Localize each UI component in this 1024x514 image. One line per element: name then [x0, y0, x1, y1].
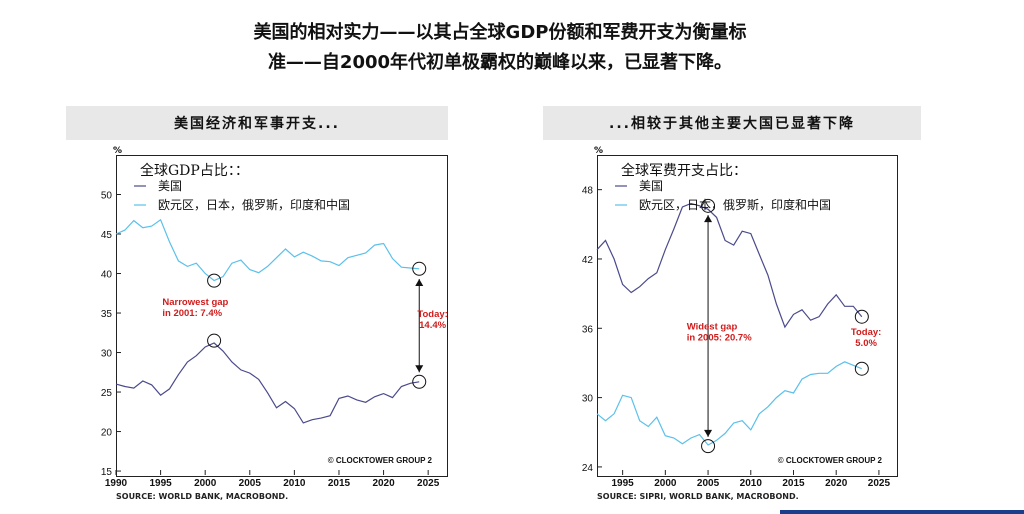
page-title: 美国的相对实力——以其占全球GDP份额和军费开支为衡量标 准——自2000年代初… — [0, 18, 1000, 78]
series-line-us — [596, 202, 863, 329]
widest-gap-annotation: Widest gap in 2005: 20.7% — [687, 321, 753, 343]
y-tick-label: 48 — [582, 186, 594, 197]
x-tick-label: 2005 — [697, 478, 720, 489]
title-line-2: 准——自2000年代初单极霸权的巅峰以来，已显著下降。 — [267, 52, 733, 73]
narrowest-gap-annotation: Narrowest gap in 2001: 7.4% — [162, 297, 228, 319]
y-tick-label: 42 — [582, 255, 594, 266]
y-tick-label: 24 — [582, 463, 594, 474]
highlight-circle — [854, 309, 869, 324]
highlight-circle — [207, 333, 222, 348]
today-gap-arrow-head-up — [415, 279, 424, 287]
series-line-us — [115, 342, 420, 424]
legend-label: 美国 — [639, 179, 663, 193]
chart-title: 全球军费开支占比： — [621, 162, 747, 179]
x-tick-label: 2025 — [868, 478, 891, 489]
x-tick-label: 1990 — [105, 478, 128, 489]
x-tick-label: 2015 — [782, 478, 805, 489]
left-panel-header: 美国经济和军事开支... — [66, 106, 448, 140]
right-unit-label: % — [594, 146, 604, 156]
widest-gap-arrow-head-up — [704, 215, 713, 223]
series-line-others — [596, 361, 863, 446]
highlight-circle — [854, 361, 869, 376]
y-tick-label: 20 — [101, 428, 113, 439]
x-tick-label: 1995 — [612, 478, 635, 489]
widest-gap-arrow-head-down — [704, 429, 713, 437]
legend-label: 欧元区，日本，俄罗斯，印度和中国 — [639, 197, 831, 212]
series-line-others — [115, 218, 420, 282]
highlight-circle — [701, 439, 716, 454]
left-unit-label: % — [113, 146, 123, 156]
footer-accent-bar — [780, 510, 1024, 514]
x-tick-label: 2020 — [372, 478, 395, 489]
legend-label: 欧元区，日本，俄罗斯，印度和中国 — [158, 197, 350, 212]
highlight-circle — [701, 198, 716, 213]
legend-label: 美国 — [158, 179, 182, 193]
today-gap-arrow-head-down — [415, 365, 424, 373]
highlight-circle — [412, 261, 427, 276]
x-tick-label: 2015 — [328, 478, 351, 489]
today-gap-annotation: Today: 5.0% — [851, 327, 881, 349]
highlight-circle — [207, 273, 222, 288]
y-tick-label: 30 — [101, 349, 113, 360]
y-tick-label: 15 — [101, 467, 113, 478]
x-tick-label: 2000 — [194, 478, 217, 489]
title-line-1: 美国的相对实力——以其占全球GDP份额和军费开支为衡量标 — [253, 22, 747, 43]
right-chart-frame — [597, 155, 898, 477]
y-tick-label: 40 — [101, 270, 113, 281]
x-tick-label: 2005 — [239, 478, 262, 489]
right-source: SOURCE: SIPRI, WORLD BANK, MACROBOND. — [597, 492, 799, 501]
y-tick-label: 45 — [101, 230, 113, 241]
copyright-label: © CLOCKTOWER GROUP 2 — [328, 456, 433, 465]
x-tick-label: 2025 — [417, 478, 440, 489]
right-panel-header: ...相较于其他主要大国已显著下降 — [543, 106, 921, 140]
y-tick-label: 30 — [582, 394, 594, 405]
y-tick-label: 35 — [101, 309, 113, 320]
x-tick-label: 1995 — [149, 478, 172, 489]
y-tick-label: 36 — [582, 324, 594, 335]
x-tick-label: 2000 — [654, 478, 677, 489]
x-tick-label: 2010 — [740, 478, 763, 489]
x-tick-label: 2010 — [283, 478, 306, 489]
highlight-circle — [412, 374, 427, 389]
today-gap-annotation: Today: 14.4% — [417, 309, 447, 331]
chart-title: 全球GDP占比：： — [140, 162, 249, 179]
y-tick-label: 25 — [101, 388, 113, 399]
copyright-label: © CLOCKTOWER GROUP 2 — [778, 456, 883, 465]
x-tick-label: 2020 — [825, 478, 848, 489]
left-source: SOURCE: WORLD BANK, MACROBOND. — [116, 492, 289, 501]
left-chart-frame — [116, 155, 448, 477]
y-tick-label: 50 — [101, 191, 113, 202]
